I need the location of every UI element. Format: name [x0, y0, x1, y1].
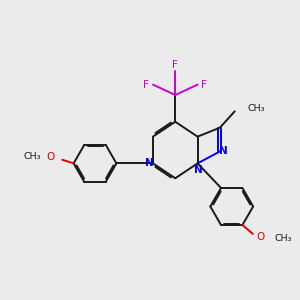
Text: F: F [172, 60, 178, 70]
Text: F: F [201, 80, 207, 90]
Text: N: N [194, 165, 203, 175]
Text: CH₃: CH₃ [23, 152, 41, 161]
Text: O: O [256, 232, 264, 242]
Text: CH₃: CH₃ [247, 104, 265, 113]
Text: N: N [219, 146, 228, 157]
Text: CH₃: CH₃ [274, 234, 292, 243]
Text: F: F [143, 80, 149, 90]
Text: N: N [145, 158, 154, 168]
Text: O: O [46, 152, 55, 162]
